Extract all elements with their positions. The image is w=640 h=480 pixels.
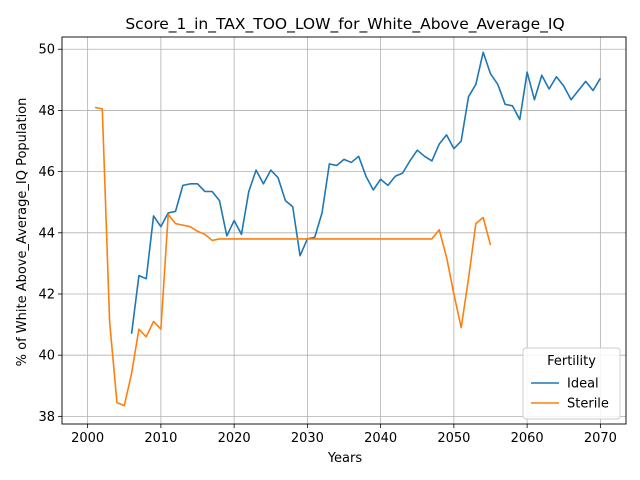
- series-line-ideal: [130, 51, 602, 334]
- series-layer: [94, 51, 602, 407]
- x-tick-label: 2070: [584, 431, 617, 446]
- y-tick-label: 40: [38, 349, 55, 364]
- y-tick-label: 46: [38, 165, 55, 180]
- axes: [61, 36, 627, 425]
- y-tick-label: 44: [38, 226, 55, 241]
- legend-label-sterile: Sterile: [567, 397, 609, 412]
- x-tick-label: 2010: [144, 431, 177, 446]
- y-axis-label: % of White Above_Average_IQ Population: [15, 98, 30, 367]
- series-line-sterile: [94, 106, 492, 407]
- x-tick-label: 2000: [71, 431, 104, 446]
- legend-label-ideal: Ideal: [567, 377, 599, 392]
- y-tick-label: 42: [38, 287, 55, 302]
- x-axis-label: Years: [327, 451, 363, 466]
- ticks: 2000 2010 2020 2030 2040 2050 2060 2070 38 40 42 44…: [38, 43, 616, 446]
- y-tick-label: 38: [38, 410, 55, 425]
- legend: Fertility Ideal Sterile: [522, 347, 621, 420]
- x-tick-label: 2040: [364, 431, 397, 446]
- x-tick-label: 2060: [511, 431, 544, 446]
- x-tick-label: 2050: [437, 431, 470, 446]
- chart-title: Score_1_in_TAX_TOO_LOW_for_White_Above_A…: [125, 15, 564, 34]
- y-tick-label: 50: [38, 43, 55, 58]
- legend-box: [522, 347, 621, 420]
- axes-frame: [61, 36, 627, 425]
- x-tick-label: 2020: [218, 431, 251, 446]
- x-tick-label: 2030: [291, 431, 324, 446]
- y-tick-label: 48: [38, 104, 55, 119]
- legend-title: Fertility: [547, 354, 596, 369]
